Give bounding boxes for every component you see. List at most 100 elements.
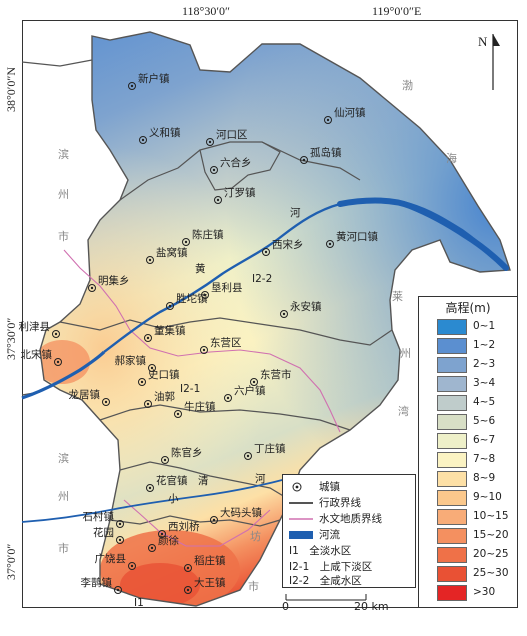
label-he: 河 [290, 207, 301, 219]
town-dongying: 东营区 [200, 336, 242, 354]
town-icon [326, 240, 334, 248]
town-guangrao: 广饶县 [95, 552, 136, 570]
legend-swatch [437, 490, 467, 506]
town-daozhuang: 稻庄镇 [184, 554, 226, 572]
legend-item: 7~8 [437, 452, 517, 469]
town-icon [52, 330, 60, 338]
legend-label: 1~2 [473, 339, 496, 351]
town-dunxu: 颜徐 [148, 534, 179, 552]
town-label: 石村镇 [83, 510, 115, 523]
town-icon [116, 520, 124, 528]
legend-item: 6~7 [437, 433, 517, 450]
town-icon [184, 564, 192, 572]
zone-i2-2: I2-2 [252, 273, 272, 285]
town-label: 北宋镇 [21, 348, 53, 361]
town-mingji: 明集乡 [88, 274, 130, 292]
legend-label: 25~30 [473, 567, 509, 579]
town-liuhu: 六户镇 [224, 384, 266, 402]
key-zone-i2-1: I2-1 上咸下淡区 [289, 561, 373, 573]
town-yihe: 义和镇 [139, 126, 181, 144]
town-damatou: 大码头镇 [210, 506, 262, 524]
town-icon [250, 378, 258, 386]
town-xinhu: 新户镇 [128, 72, 170, 90]
town-icon [214, 196, 222, 204]
town-lijin: 利津县 [19, 321, 60, 338]
town-icon [206, 138, 214, 146]
town-label: 胜坨镇 [176, 292, 208, 305]
legend-title: 高程(m) [445, 301, 491, 315]
town-icon [201, 291, 209, 299]
town-icon [128, 562, 136, 570]
legend-swatch [437, 547, 467, 563]
town-label: 稻庄镇 [194, 554, 226, 567]
yellow-river-estuary [337, 197, 509, 271]
legend-swatch [437, 338, 467, 354]
town-label: 颜徐 [158, 534, 179, 547]
label-hai: 海 [446, 151, 457, 165]
town-shengtuo: 胜坨镇 [166, 292, 208, 310]
town-xianhe: 仙河镇 [324, 106, 366, 124]
zone-i1: I1 [134, 597, 144, 609]
town-longju: 龙居镇 [69, 388, 110, 406]
river-icon [289, 531, 313, 539]
town-lijun: 李鹊镇 [81, 576, 122, 594]
town-label: 东营市 [260, 368, 292, 381]
town-label: 大码头镇 [220, 506, 262, 519]
town-label: 汀罗镇 [224, 186, 256, 199]
admin-line-icon [289, 502, 313, 504]
town-liuhe: 六合乡 [210, 156, 252, 174]
label-huang: 黄 [195, 262, 206, 275]
town-xisong: 西宋乡 [262, 238, 304, 256]
legend-swatch [437, 585, 467, 601]
town-youguo: 油郭 [144, 390, 175, 408]
town-label: 明集乡 [98, 274, 130, 287]
label-shi-2: 市 [58, 541, 69, 555]
town-label: 陈庄镇 [192, 228, 224, 241]
town-icon [116, 536, 124, 544]
town-icon [114, 586, 122, 594]
legend-item: 2~3 [437, 357, 517, 374]
yellow-river-west [21, 350, 106, 400]
town-dawang: 大王镇 [184, 576, 226, 594]
town-label: 西刘桥 [168, 521, 200, 533]
legend-item: 9~10 [437, 490, 517, 507]
label-lai: 莱 [392, 290, 403, 303]
legend-label: 6~7 [473, 434, 496, 446]
town-icon [88, 284, 96, 292]
label-wan: 湾 [398, 404, 409, 418]
legend-item: 4~5 [437, 395, 517, 412]
town-icon [224, 394, 232, 402]
town-chenzhuang: 陈庄镇 [182, 228, 224, 246]
town-label: 河口区 [216, 129, 248, 141]
town-icon [244, 452, 252, 460]
coord-top-1: 118°30′0″ [182, 4, 230, 18]
town-chenguan: 陈官乡 [161, 446, 203, 464]
town-dongji: 董集镇 [144, 324, 186, 342]
legend-label: 5~6 [473, 415, 496, 427]
map-key: 城镇 行政界线 水文地质界线 河流 I1 全淡水区 I2-1 上咸下淡区 I2-… [282, 474, 416, 588]
town-label: 利津县 [19, 321, 51, 333]
town-label: 花园 [93, 526, 114, 539]
legend-label: 0~1 [473, 320, 496, 332]
town-icon [146, 256, 154, 264]
town-icon [144, 334, 152, 342]
town-icon [158, 530, 166, 538]
label-qing: 清 [198, 474, 209, 487]
town-label: 李鹊镇 [81, 576, 113, 589]
town-huanghekou: 黄河口镇 [326, 230, 378, 248]
zone-i2-1: I2-1 [180, 383, 200, 395]
town-label: 六户镇 [234, 384, 266, 397]
town-label: 六合乡 [220, 156, 252, 169]
label-shi-east: 市 [248, 579, 259, 593]
label-xiao: 小 [168, 493, 179, 505]
town-icon [128, 82, 136, 90]
legend-item: 25~30 [437, 566, 517, 583]
legend-item: 20~25 [437, 547, 517, 564]
town-label: 盐窝镇 [156, 246, 188, 259]
town-beisong: 北宋镇 [21, 348, 62, 366]
town-icon [210, 516, 218, 524]
legend-swatch [437, 395, 467, 411]
town-icon [210, 166, 218, 174]
legend-swatch [437, 433, 467, 449]
town-icon [174, 410, 182, 418]
